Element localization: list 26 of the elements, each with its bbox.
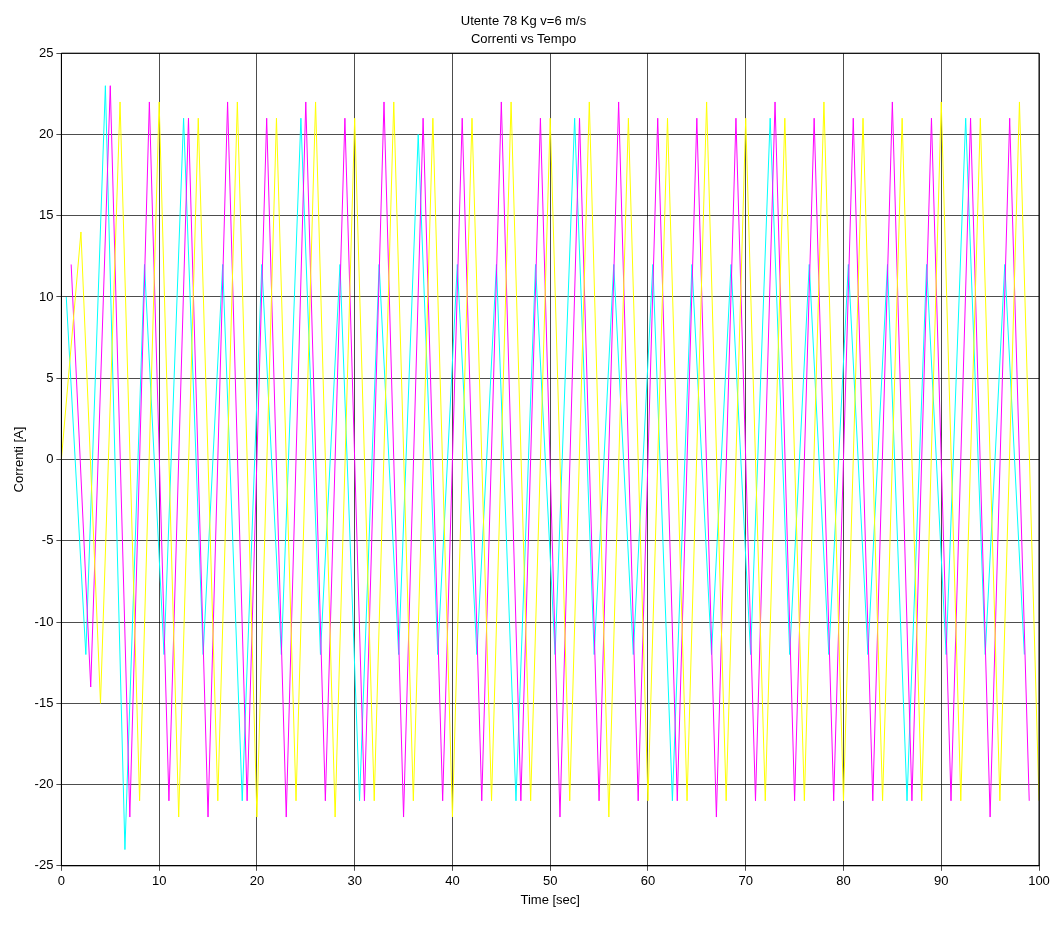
y-axis-title: Correnti [A] xyxy=(11,426,27,493)
y-tick-label: 10 xyxy=(38,288,54,304)
x-tick-label: 20 xyxy=(249,873,265,889)
x-tick-label: 90 xyxy=(934,873,949,889)
y-tick-label: -15 xyxy=(34,694,54,710)
chart-title: Utente 78 Kg v=6 m/s xyxy=(460,13,587,29)
x-tick-label: 30 xyxy=(347,873,362,889)
x-tick-label: 80 xyxy=(836,873,851,889)
y-tick-label: 20 xyxy=(38,126,54,142)
y-tick-label: 0 xyxy=(46,451,54,467)
x-tick-label: 50 xyxy=(542,873,558,889)
y-tick-label: -20 xyxy=(34,776,54,792)
x-tick-label: 40 xyxy=(445,873,460,889)
chart-subtitle: Correnti vs Tempo xyxy=(470,30,577,46)
y-tick-label: -10 xyxy=(34,613,54,629)
x-tick-label: 100 xyxy=(1028,873,1050,889)
y-tick-label: 25 xyxy=(38,44,54,60)
y-tick-label: -25 xyxy=(34,857,54,873)
y-tick-label: 15 xyxy=(38,207,54,223)
x-tick-label: 60 xyxy=(640,873,656,889)
x-tick-label: 10 xyxy=(151,873,167,889)
x-tick-label: 70 xyxy=(738,873,753,889)
y-tick-label: -5 xyxy=(41,532,54,548)
x-tick-label: 0 xyxy=(57,873,66,889)
x-axis-title: Time [sec] xyxy=(520,891,580,907)
y-tick-label: 5 xyxy=(46,369,54,385)
